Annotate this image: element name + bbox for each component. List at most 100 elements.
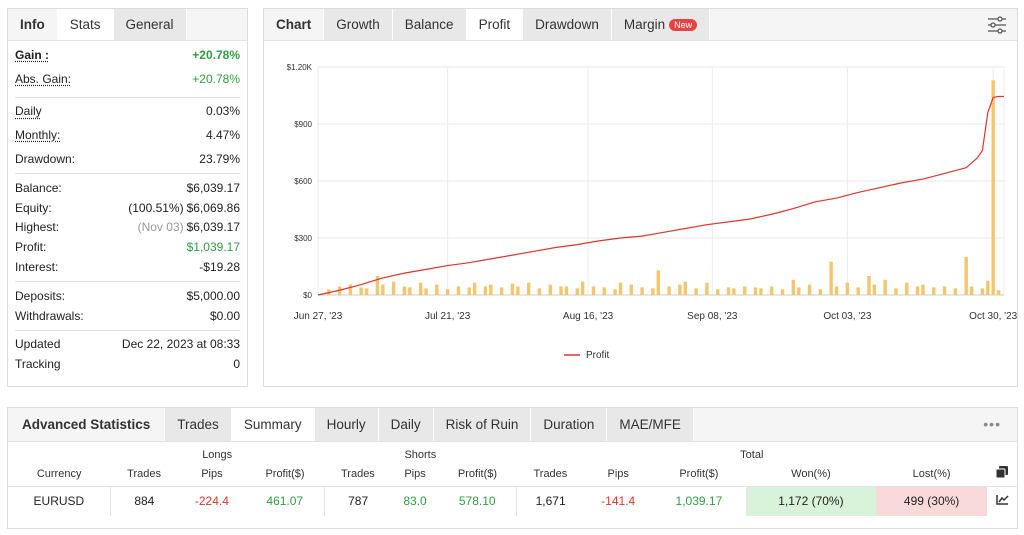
y-tick-label: $1.20K (287, 63, 313, 72)
col-short-pips: Pips (404, 467, 426, 480)
bar (408, 287, 412, 295)
tab-growth[interactable]: Growth (324, 9, 393, 40)
bar (856, 287, 860, 295)
bar (651, 288, 655, 295)
bar (705, 282, 709, 295)
col-won: Won(%) (791, 467, 831, 480)
drawdown-row: Drawdown: 23.79% (15, 149, 240, 169)
col-long-pips: Pips (201, 467, 223, 480)
balance-row: Balance: $6,039.17 (15, 178, 240, 198)
tab-daily[interactable]: Daily (378, 408, 434, 441)
bar (602, 287, 606, 295)
bar (348, 284, 353, 295)
new-badge: New (669, 19, 698, 31)
bar (575, 288, 579, 295)
tab-hourly[interactable]: Hourly (314, 408, 379, 441)
bar (694, 288, 698, 295)
bar (845, 282, 850, 295)
tracking-value: 0 (233, 357, 240, 372)
bar (537, 288, 542, 295)
bar (942, 286, 947, 295)
withdrawals-row: Withdrawals: $0.00 (15, 306, 240, 326)
bar (418, 282, 423, 295)
chart-panel: Chart Growth Balance Profit Drawdown Mar… (263, 8, 1018, 387)
bar (780, 289, 785, 295)
balance-value: $6,039.17 (186, 180, 240, 195)
bar (753, 287, 758, 295)
cell-long-profit: 461.07 (245, 485, 325, 516)
tab-chart[interactable]: Chart (264, 9, 325, 40)
bar (391, 281, 396, 295)
advanced-statistics-title: Advanced Statistics (8, 408, 166, 441)
tab-margin[interactable]: Margin New (611, 9, 711, 40)
y-tick-label: $600 (294, 177, 312, 186)
drawdown-value: 23.79% (199, 152, 240, 167)
tab-general[interactable]: General (113, 9, 187, 40)
more-icon[interactable]: ••• (983, 416, 1001, 432)
tab-summary[interactable]: Summary (231, 408, 315, 441)
tab-mae-mfe[interactable]: MAE/MFE (607, 408, 694, 441)
bar (510, 283, 515, 295)
monthly-label[interactable]: Monthly: (15, 128, 61, 143)
bar (883, 279, 887, 295)
highest-amount: $6,039.17 (186, 220, 240, 235)
abs-gain-label[interactable]: Abs. Gain: (15, 71, 72, 86)
col-long-profit: Profit($) (265, 467, 305, 480)
tracking-row: Tracking 0 (15, 354, 240, 374)
copy-icon[interactable] (987, 462, 1017, 486)
profit-label: Profit: (15, 240, 47, 255)
tab-trades[interactable]: Trades (165, 408, 232, 441)
cell-long-pips: -224.4 (177, 485, 246, 516)
bar (613, 289, 617, 295)
tab-profit[interactable]: Profit (466, 9, 524, 40)
daily-label[interactable]: Daily (15, 104, 42, 119)
bar (656, 270, 660, 295)
bar (921, 284, 925, 295)
col-currency: Currency (36, 467, 82, 480)
shorts-group: Shorts (404, 449, 437, 461)
tab-balance[interactable]: Balance (392, 9, 467, 40)
tab-duration[interactable]: Duration (531, 408, 608, 441)
tab-info[interactable]: Info (8, 9, 58, 40)
balance-label: Balance: (15, 180, 62, 195)
bar (980, 288, 985, 295)
col-short-trades: Trades (340, 467, 375, 480)
bar (964, 257, 968, 295)
bar (683, 281, 688, 295)
bar (435, 284, 439, 295)
profit-value: $1,039.17 (186, 240, 240, 255)
tab-risk-of-ruin[interactable]: Risk of Ruin (433, 408, 532, 441)
updated-row: Updated Dec 22, 2023 at 08:33 (15, 335, 240, 355)
drawdown-label: Drawdown: (15, 152, 76, 167)
x-tick-label: Oct 30, '23 (969, 311, 1017, 322)
chart-icon[interactable] (987, 485, 1017, 516)
total-group: Total (740, 449, 764, 461)
highest-row: Highest: (Nov 03) $6,039.17 (15, 218, 240, 238)
daily-row: Daily 0.03% (15, 102, 240, 122)
cell-total-pips: -141.4 (584, 485, 653, 516)
bar (489, 284, 493, 295)
gain-label[interactable]: Gain : (15, 47, 50, 62)
tracking-label: Tracking (15, 357, 61, 372)
highest-note: (Nov 03) (137, 220, 184, 235)
bar (364, 288, 369, 295)
bar (867, 276, 871, 295)
bar (375, 276, 380, 295)
bar (359, 287, 363, 295)
profit-line (317, 95, 1004, 296)
bar (483, 286, 488, 295)
bar (381, 284, 385, 295)
sliders-icon[interactable] (987, 16, 1007, 34)
advanced-statistics-panel: Advanced Statistics Trades Summary Hourl… (7, 407, 1018, 529)
cell-short-trades: 787 (323, 485, 392, 516)
bar (424, 288, 428, 295)
cell-short-pips: 83.0 (391, 485, 439, 516)
bar (548, 284, 552, 295)
profit-chart: $0 $300 $600 $900 $1.20K Jun 27, '23 Jul 21, '… (287, 63, 1017, 361)
chart-tabbar: Chart Growth Balance Profit Drawdown Mar… (264, 9, 1017, 41)
bar (905, 282, 909, 295)
tab-stats[interactable]: Stats (57, 9, 114, 40)
x-tick-label: Oct 03, '23 (823, 311, 871, 322)
tab-drawdown[interactable]: Drawdown (523, 9, 612, 40)
gain-value: +20.78% (192, 47, 240, 62)
